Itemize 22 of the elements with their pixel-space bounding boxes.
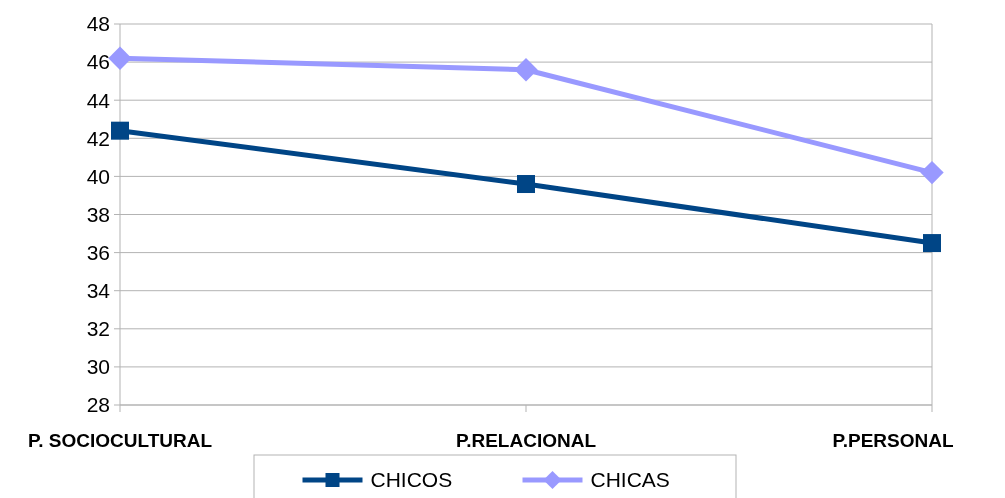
y-tick-label: 40 [86,164,110,188]
x-tick-label: P.RELACIONAL [455,430,597,451]
y-tick-label: 32 [86,317,110,341]
point [517,175,535,194]
point [111,121,129,140]
y-tick-label: 44 [86,88,111,112]
point [923,234,941,253]
legend-label: CHICAS [590,468,670,492]
y-tick-label: 30 [86,355,110,379]
y-tick-label: 46 [86,50,110,74]
x-tick-label: P. SOCIOCULTURAL [27,430,213,451]
y-tick-label: 36 [86,240,110,264]
x-tick-label: P.PERSONAL [832,430,954,451]
point [920,160,944,185]
point [514,58,538,82]
y-tick-label: 34 [86,279,111,303]
y-tick-label: 42 [86,126,110,150]
y-tick-label: 28 [86,393,110,417]
y-tick-label: 48 [86,12,110,36]
legend-label: CHICOS [370,468,453,492]
point [108,46,132,70]
y-tick-label: 38 [86,202,110,226]
